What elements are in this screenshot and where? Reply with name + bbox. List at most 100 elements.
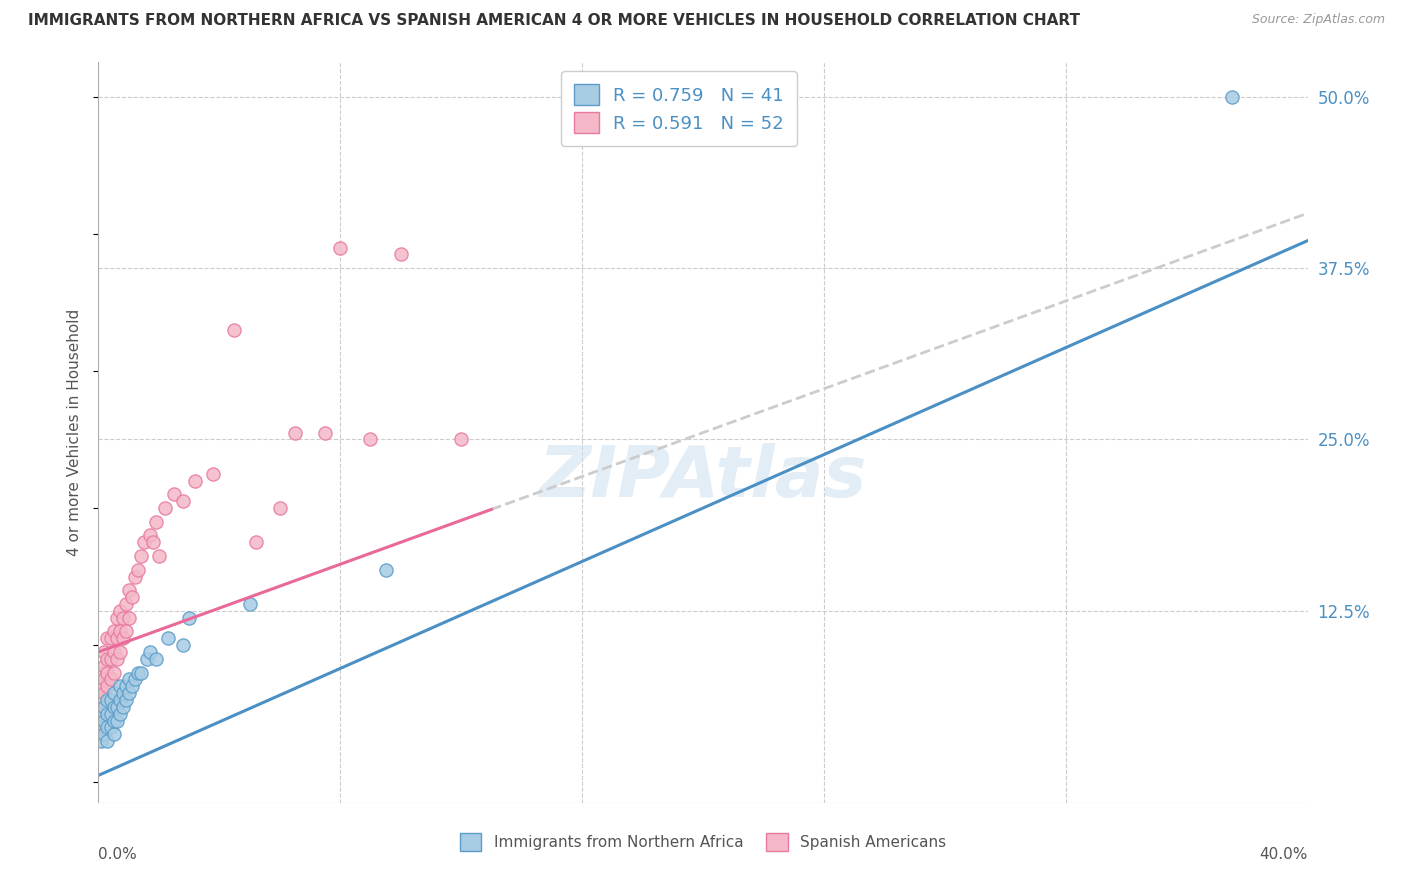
- Point: [1220, 89, 1243, 103]
- Point: [100, 632, 122, 646]
- Point: [145, 515, 167, 529]
- Point: [90, 734, 112, 748]
- Point: [108, 645, 131, 659]
- Point: [90, 679, 112, 693]
- Point: [103, 686, 125, 700]
- Point: [90, 706, 112, 721]
- Point: [96, 632, 118, 646]
- Point: [224, 323, 246, 337]
- Point: [129, 665, 152, 680]
- Point: [105, 632, 128, 646]
- Point: [245, 535, 267, 549]
- Point: [360, 433, 382, 447]
- Point: [111, 632, 134, 646]
- Point: [153, 501, 176, 516]
- Text: 0.0%: 0.0%: [98, 847, 138, 863]
- Point: [374, 563, 396, 577]
- Point: [108, 624, 131, 639]
- Point: [108, 693, 131, 707]
- Point: [103, 645, 125, 659]
- Point: [90, 665, 112, 680]
- Point: [239, 597, 262, 611]
- Point: [100, 693, 122, 707]
- Point: [118, 673, 141, 687]
- Text: IMMIGRANTS FROM NORTHERN AFRICA VS SPANISH AMERICAN 4 OR MORE VEHICLES IN HOUSEH: IMMIGRANTS FROM NORTHERN AFRICA VS SPANI…: [28, 13, 1080, 29]
- Point: [269, 501, 291, 516]
- Point: [100, 706, 122, 721]
- Point: [118, 583, 141, 598]
- Legend: Immigrants from Northern Africa, Spanish Americans: Immigrants from Northern Africa, Spanish…: [450, 822, 956, 862]
- Point: [118, 686, 141, 700]
- Point: [314, 425, 336, 440]
- Point: [284, 425, 307, 440]
- Point: [93, 686, 115, 700]
- Point: [96, 665, 118, 680]
- Point: [111, 611, 134, 625]
- Point: [93, 673, 115, 687]
- Y-axis label: 4 or more Vehicles in Household: 4 or more Vehicles in Household: [67, 309, 83, 557]
- Text: Source: ZipAtlas.com: Source: ZipAtlas.com: [1251, 13, 1385, 27]
- Point: [163, 487, 186, 501]
- Point: [93, 658, 115, 673]
- Point: [389, 247, 412, 261]
- Point: [108, 604, 131, 618]
- Point: [108, 679, 131, 693]
- Point: [90, 693, 112, 707]
- Point: [114, 693, 136, 707]
- Point: [96, 734, 118, 748]
- Point: [329, 240, 352, 255]
- Point: [114, 679, 136, 693]
- Point: [179, 611, 201, 625]
- Point: [129, 549, 152, 563]
- Point: [121, 679, 143, 693]
- Point: [172, 638, 194, 652]
- Point: [202, 467, 225, 481]
- Point: [93, 727, 115, 741]
- Point: [96, 706, 118, 721]
- Point: [114, 624, 136, 639]
- Point: [103, 699, 125, 714]
- Point: [100, 673, 122, 687]
- Point: [103, 714, 125, 728]
- Point: [93, 645, 115, 659]
- Point: [103, 624, 125, 639]
- Point: [103, 727, 125, 741]
- Point: [114, 597, 136, 611]
- Text: ZIPAtlas: ZIPAtlas: [538, 442, 868, 511]
- Point: [127, 665, 149, 680]
- Point: [156, 632, 179, 646]
- Point: [172, 494, 194, 508]
- Point: [450, 433, 472, 447]
- Point: [96, 652, 118, 666]
- Point: [145, 652, 167, 666]
- Point: [118, 611, 141, 625]
- Point: [111, 686, 134, 700]
- Point: [96, 693, 118, 707]
- Point: [96, 679, 118, 693]
- Point: [135, 652, 157, 666]
- Point: [105, 714, 128, 728]
- Point: [184, 474, 207, 488]
- Point: [93, 714, 115, 728]
- Point: [90, 720, 112, 734]
- Point: [103, 665, 125, 680]
- Point: [121, 590, 143, 604]
- Point: [142, 535, 165, 549]
- Point: [124, 569, 146, 583]
- Point: [139, 528, 162, 542]
- Point: [105, 699, 128, 714]
- Point: [100, 720, 122, 734]
- Text: 40.0%: 40.0%: [1260, 847, 1308, 863]
- Point: [96, 720, 118, 734]
- Point: [105, 652, 128, 666]
- Point: [105, 611, 128, 625]
- Point: [100, 652, 122, 666]
- Point: [93, 699, 115, 714]
- Point: [111, 699, 134, 714]
- Point: [127, 563, 149, 577]
- Point: [148, 549, 170, 563]
- Point: [139, 645, 162, 659]
- Point: [132, 535, 155, 549]
- Point: [124, 673, 146, 687]
- Point: [108, 706, 131, 721]
